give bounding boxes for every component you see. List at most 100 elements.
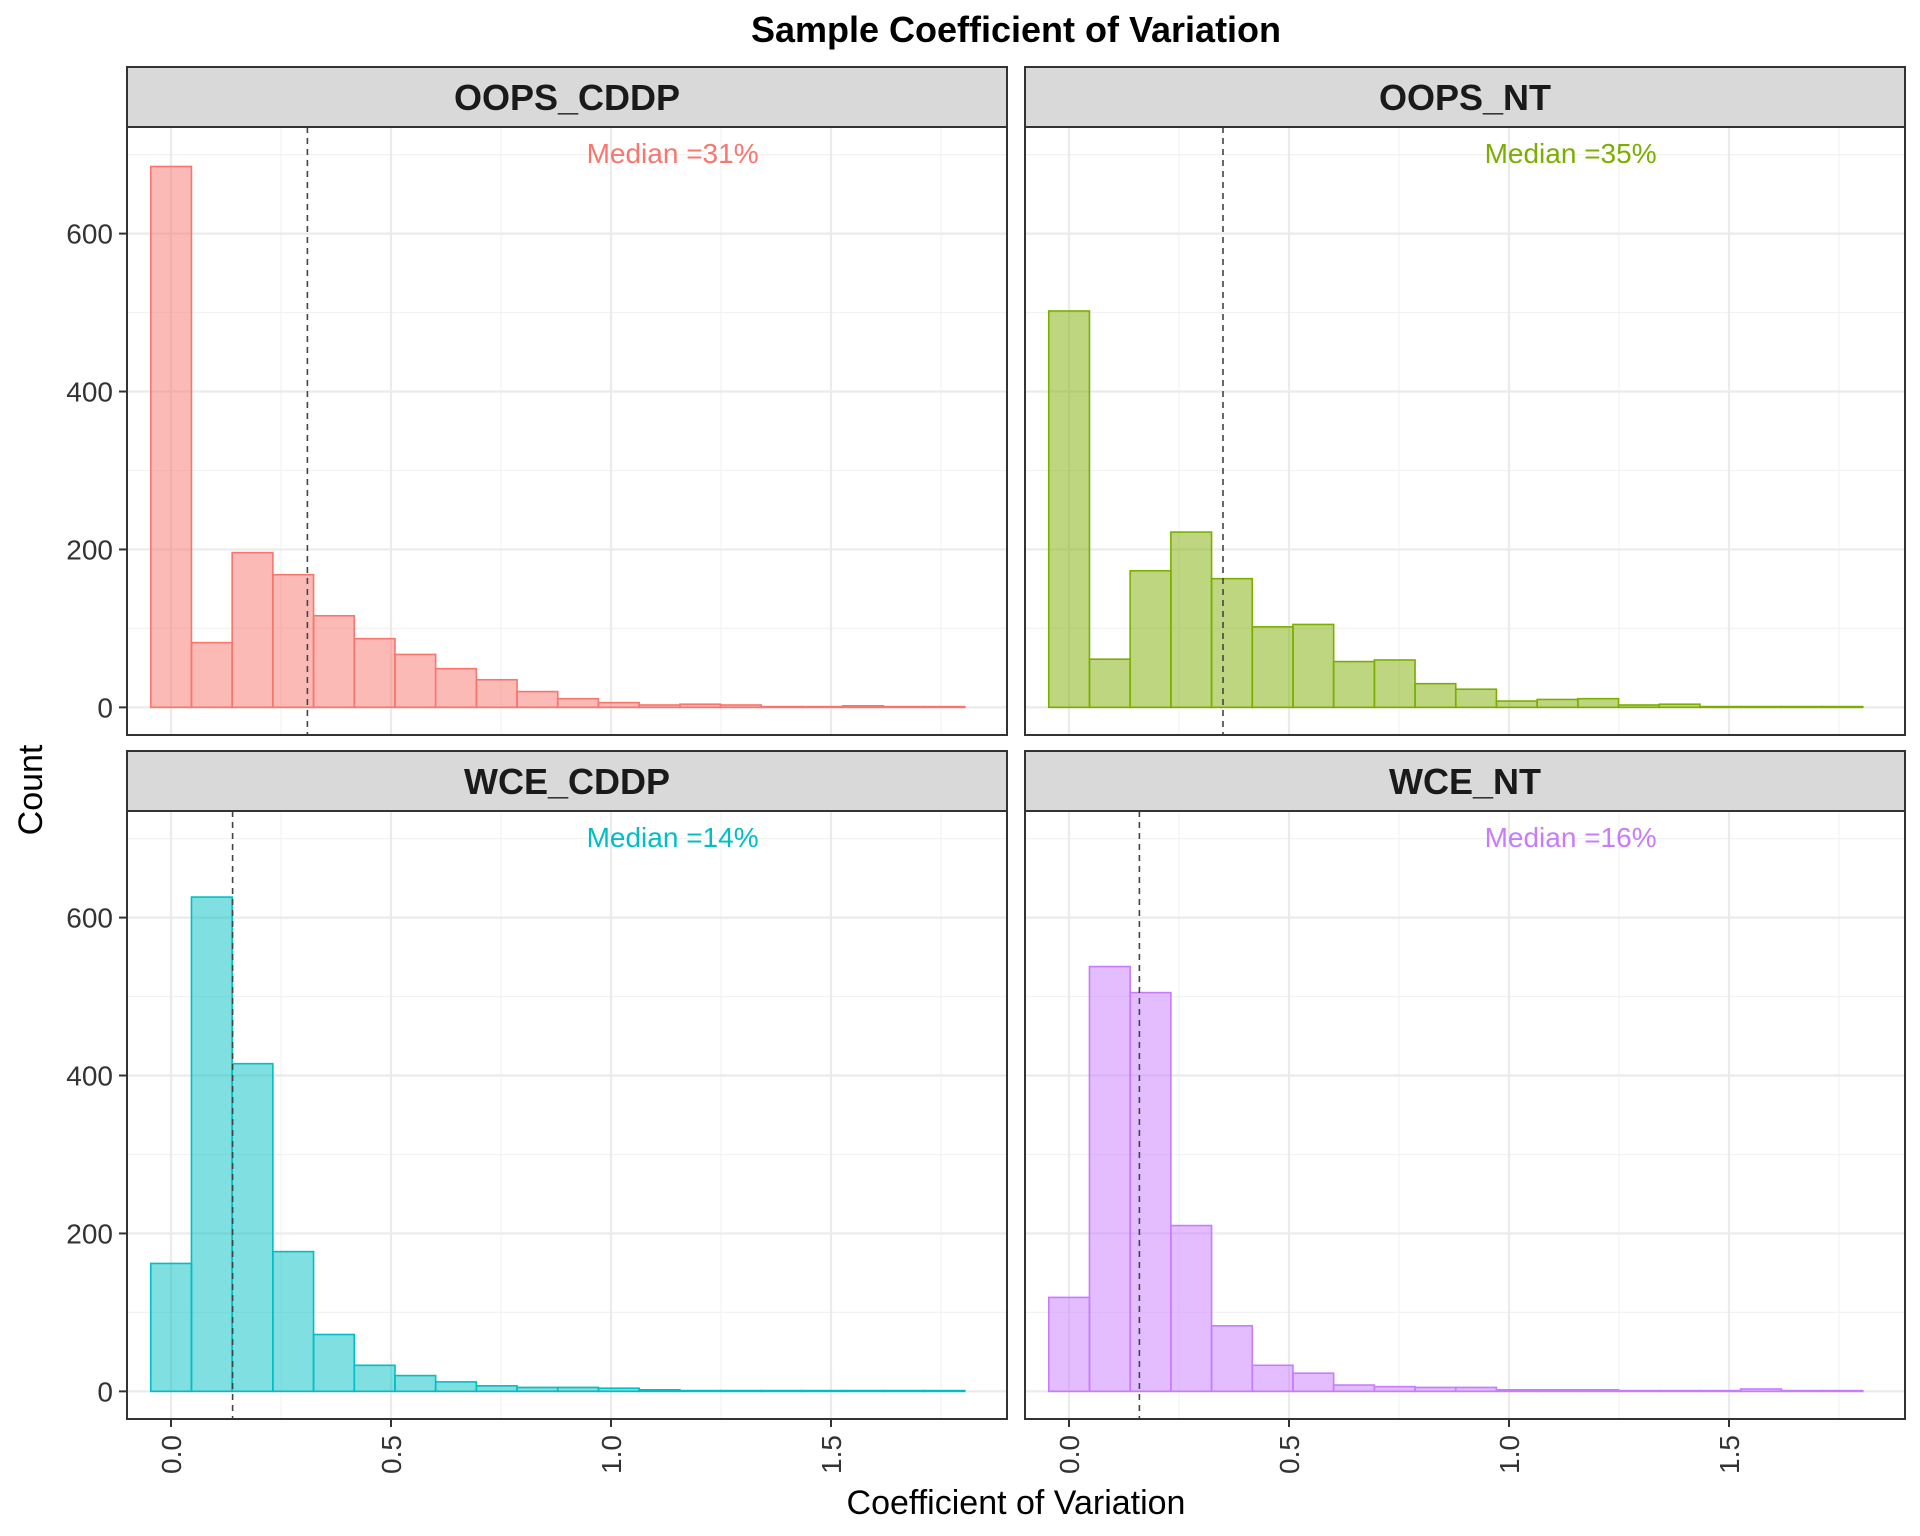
- histogram-bar: [923, 705, 966, 709]
- histogram-bar: [638, 1388, 681, 1393]
- median-annotation: Median =16%: [1485, 822, 1657, 853]
- histogram-bar: [556, 697, 600, 709]
- histogram-bar: [434, 1381, 478, 1393]
- y-tick-label: 200: [66, 1218, 113, 1249]
- facet-label: WCE_NT: [1389, 761, 1541, 802]
- x-tick-label: 0.5: [376, 1435, 407, 1474]
- histogram-bar: [1780, 705, 1823, 709]
- histogram-bar: [1739, 705, 1783, 709]
- panel-oops-cddp: Median =31% OOPS_CDDP 0 200 400 600: [66, 66, 1008, 736]
- x-tick-label: 0.5: [1274, 1435, 1305, 1474]
- histogram-bar: [638, 704, 681, 709]
- y-tick-label: 0: [97, 692, 113, 723]
- facet-strip: [126, 66, 1008, 128]
- histogram-bar: [841, 1389, 885, 1393]
- histogram-bar: [1292, 1372, 1335, 1393]
- histogram-bar: [190, 896, 233, 1393]
- y-tick-label: 600: [66, 903, 113, 934]
- histogram-bar: [1577, 697, 1620, 709]
- histogram-bar: [679, 703, 722, 709]
- x-tick-label: 1.5: [816, 1435, 847, 1474]
- histogram-bar: [1780, 1389, 1823, 1393]
- histogram-bar: [353, 637, 396, 709]
- histogram-bar: [312, 1333, 356, 1393]
- panels-layer: Median =31% OOPS_CDDP 0 200 400 600 Median =35…: [66, 66, 1906, 1474]
- histogram-bar: [312, 614, 356, 709]
- histogram-bar: [1414, 1386, 1457, 1393]
- histogram-bar: [679, 1389, 722, 1393]
- x-tick-label: 0.0: [156, 1435, 187, 1474]
- histogram-bar: [1047, 310, 1091, 709]
- histogram-bar: [719, 704, 763, 709]
- histogram-bar: [434, 667, 478, 709]
- histogram-bar: [394, 1374, 437, 1393]
- histogram-bar: [1699, 1389, 1742, 1393]
- histogram-bar: [760, 705, 803, 709]
- histogram-bar: [1454, 688, 1498, 709]
- histogram-bar: [882, 705, 925, 709]
- histogram-bar: [1047, 1296, 1091, 1393]
- histogram-bar: [272, 573, 315, 709]
- histogram-bar: [597, 701, 640, 709]
- x-tick-label: 0.0: [1054, 1435, 1085, 1474]
- histogram-bar: [1088, 658, 1131, 709]
- histogram-bar: [923, 1389, 966, 1393]
- histogram-bar: [1495, 1388, 1538, 1393]
- histogram-bar: [1332, 1384, 1376, 1393]
- histogram-bar: [1129, 991, 1172, 1393]
- histogram-bar: [1373, 1385, 1416, 1393]
- histogram-bar: [475, 1385, 518, 1393]
- histogram-bar: [597, 1387, 640, 1393]
- histogram-bar: [760, 1389, 803, 1393]
- histogram-bar: [556, 1386, 600, 1393]
- histogram-bar: [231, 551, 274, 709]
- x-tick-label: 1.5: [1714, 1435, 1745, 1474]
- median-annotation: Median =35%: [1485, 138, 1657, 169]
- histogram-bar: [231, 1062, 274, 1393]
- histogram-bar: [394, 653, 437, 709]
- histogram-bar: [719, 1389, 763, 1393]
- histogram-bar: [1577, 1388, 1620, 1393]
- panel-oops-nt: Median =35% OOPS_NT: [1024, 66, 1906, 736]
- median-annotation: Median =14%: [587, 822, 759, 853]
- histogram-bar: [475, 678, 518, 709]
- histogram-bar: [1170, 1224, 1213, 1393]
- x-axis-title: Coefficient of Variation: [847, 1484, 1186, 1522]
- histogram-bar: [353, 1364, 396, 1393]
- y-tick-label: 400: [66, 377, 113, 408]
- histogram-bar: [1739, 1388, 1783, 1393]
- histogram-bar: [1658, 1389, 1701, 1393]
- histogram-bar: [1129, 569, 1172, 709]
- histogram-bar: [801, 1389, 844, 1393]
- panel-wce-cddp: Median =14% WCE_CDDP 0 200 400 600 0.0 0.5 1.0 1.…: [66, 750, 1008, 1474]
- histogram-bar: [1414, 682, 1457, 709]
- histogram-bar: [1699, 705, 1742, 709]
- histogram-bar: [1658, 703, 1701, 709]
- median-annotation: Median =31%: [587, 138, 759, 169]
- histogram-bar: [882, 1389, 925, 1393]
- facet-strip: [1024, 66, 1906, 128]
- chart-title: Sample Coefficient of Variation: [751, 9, 1281, 50]
- x-tick-label: 1.0: [1494, 1435, 1525, 1474]
- histogram-bar: [1495, 700, 1538, 709]
- histogram-bar: [272, 1250, 315, 1393]
- facet-label: OOPS_NT: [1379, 77, 1551, 118]
- histogram-bar: [1373, 659, 1416, 709]
- histogram-bar: [149, 165, 193, 709]
- y-tick-label: 0: [97, 1376, 113, 1407]
- x-tick-label: 1.0: [596, 1435, 627, 1474]
- histogram-bar: [1170, 531, 1213, 709]
- histogram-bar: [1536, 1388, 1579, 1393]
- panel-wce-nt: Median =16% WCE_NT 0.0 0.5 1.0 1.5: [1024, 750, 1906, 1474]
- y-axis-title: Count: [12, 744, 50, 835]
- y-tick-label: 200: [66, 534, 113, 565]
- facet-strip: [126, 750, 1008, 812]
- histogram-bar: [1332, 660, 1376, 709]
- histogram-bar: [1251, 1364, 1294, 1393]
- histogram-bar: [1617, 1389, 1661, 1393]
- y-tick-label: 600: [66, 219, 113, 250]
- histogram-bar: [516, 690, 559, 709]
- histogram-bar: [1088, 965, 1131, 1393]
- histogram-bar: [1617, 704, 1661, 709]
